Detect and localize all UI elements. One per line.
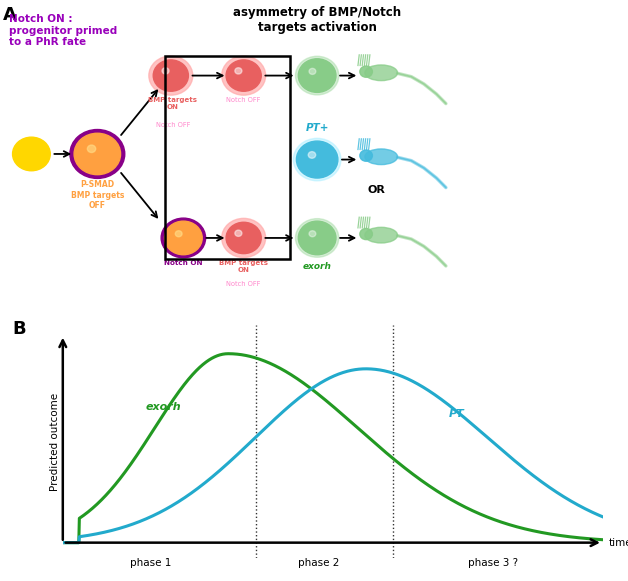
- Text: OR: OR: [368, 185, 386, 195]
- Text: Notch OFF: Notch OFF: [227, 281, 261, 287]
- Circle shape: [153, 60, 188, 91]
- Circle shape: [296, 56, 339, 95]
- Circle shape: [308, 152, 316, 158]
- Circle shape: [296, 218, 339, 257]
- Circle shape: [87, 145, 95, 153]
- Text: phase 2: phase 2: [298, 558, 340, 568]
- Text: Notch OFF: Notch OFF: [156, 122, 190, 128]
- Ellipse shape: [365, 149, 398, 164]
- Circle shape: [226, 223, 261, 254]
- Circle shape: [165, 221, 202, 254]
- Circle shape: [175, 231, 182, 237]
- Circle shape: [70, 130, 125, 178]
- Ellipse shape: [365, 227, 398, 243]
- Circle shape: [298, 59, 336, 92]
- Y-axis label: Predicted outcome: Predicted outcome: [50, 393, 60, 490]
- Circle shape: [74, 133, 121, 175]
- Circle shape: [161, 218, 205, 258]
- Circle shape: [13, 137, 50, 171]
- Circle shape: [309, 231, 316, 237]
- Text: exorh: exorh: [303, 262, 332, 271]
- Text: Notch ON :
progenitor primed
to a PhR fate: Notch ON : progenitor primed to a PhR fa…: [9, 14, 117, 47]
- Circle shape: [162, 68, 169, 74]
- Circle shape: [222, 218, 266, 257]
- Text: PT: PT: [448, 409, 464, 419]
- Circle shape: [360, 228, 372, 239]
- Text: phase 1: phase 1: [130, 558, 171, 568]
- Text: Notch OFF: Notch OFF: [227, 97, 261, 103]
- Ellipse shape: [365, 65, 398, 81]
- Circle shape: [235, 230, 242, 236]
- Circle shape: [360, 150, 372, 162]
- Circle shape: [309, 69, 316, 74]
- Text: P-SMAD
BMP targets
OFF: P-SMAD BMP targets OFF: [71, 180, 124, 210]
- Circle shape: [235, 68, 242, 74]
- Text: BMP targets
ON: BMP targets ON: [148, 97, 197, 110]
- Circle shape: [149, 56, 193, 95]
- Text: phase 3 ?: phase 3 ?: [468, 558, 517, 568]
- Circle shape: [298, 221, 336, 254]
- Circle shape: [222, 56, 266, 95]
- Text: time: time: [609, 537, 628, 548]
- Text: PT+: PT+: [305, 123, 329, 133]
- Circle shape: [226, 60, 261, 91]
- Circle shape: [293, 138, 341, 181]
- Text: Notch ON: Notch ON: [164, 260, 203, 266]
- Text: BMP targets
ON: BMP targets ON: [219, 260, 268, 273]
- Text: exorh: exorh: [146, 401, 181, 411]
- Circle shape: [296, 141, 338, 178]
- Text: B: B: [13, 320, 26, 338]
- Text: asymmetry of BMP/Notch
targets activation: asymmetry of BMP/Notch targets activatio…: [233, 6, 401, 34]
- Circle shape: [360, 66, 372, 77]
- Text: A: A: [3, 6, 17, 24]
